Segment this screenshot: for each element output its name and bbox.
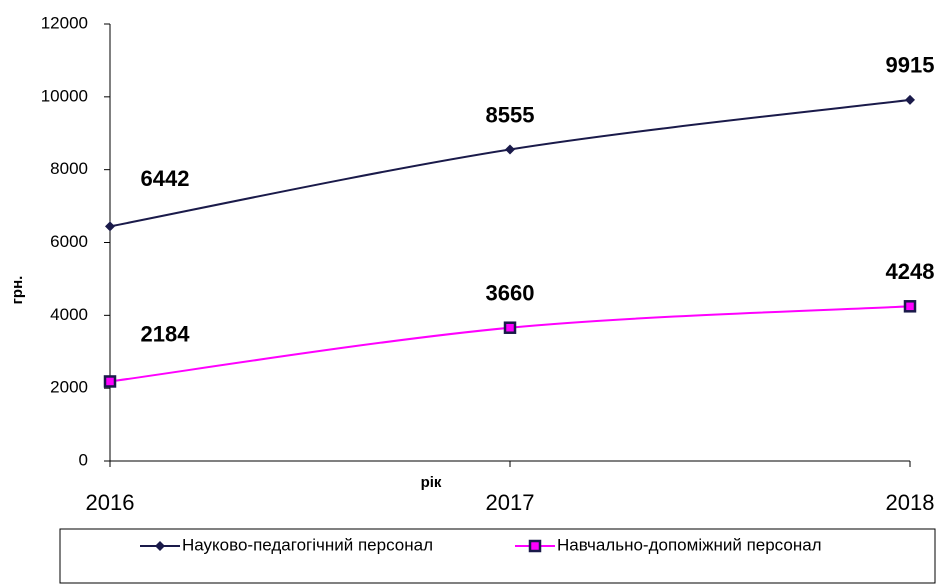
y-tick-label: 10000 <box>41 86 88 105</box>
data-label: 2184 <box>141 321 191 346</box>
y-tick-label: 8000 <box>50 159 88 178</box>
point <box>103 375 117 388</box>
x-axis-title: рік <box>421 474 442 491</box>
legend-marker <box>528 539 542 553</box>
y-axis-title: грн. <box>9 276 26 305</box>
legend-label: Науково-педагогічний персонал <box>182 535 433 554</box>
y-tick-label: 4000 <box>50 305 88 324</box>
data-label: 9915 <box>886 53 935 78</box>
y-tick-label: 0 <box>79 450 88 469</box>
data-label: 6442 <box>141 166 190 191</box>
data-label: 4248 <box>886 259 935 284</box>
data-label: 8555 <box>486 102 535 127</box>
data-label: 3660 <box>486 281 535 306</box>
y-tick-label: 2000 <box>50 378 88 397</box>
point <box>505 144 515 155</box>
legend-marker <box>155 541 165 551</box>
x-tick-label: 2016 <box>86 490 135 515</box>
legend-box <box>59 528 936 584</box>
x-tick-label: 2017 <box>486 490 535 515</box>
point <box>503 321 517 334</box>
x-tick-label: 2018 <box>886 490 935 515</box>
point <box>905 94 915 105</box>
point <box>903 300 917 313</box>
point <box>105 221 115 232</box>
y-tick-label: 6000 <box>50 232 88 251</box>
series-line <box>109 305 911 383</box>
legend-label: Навчально-допоміжний персонал <box>557 535 822 554</box>
y-tick-label: 12000 <box>41 13 88 32</box>
